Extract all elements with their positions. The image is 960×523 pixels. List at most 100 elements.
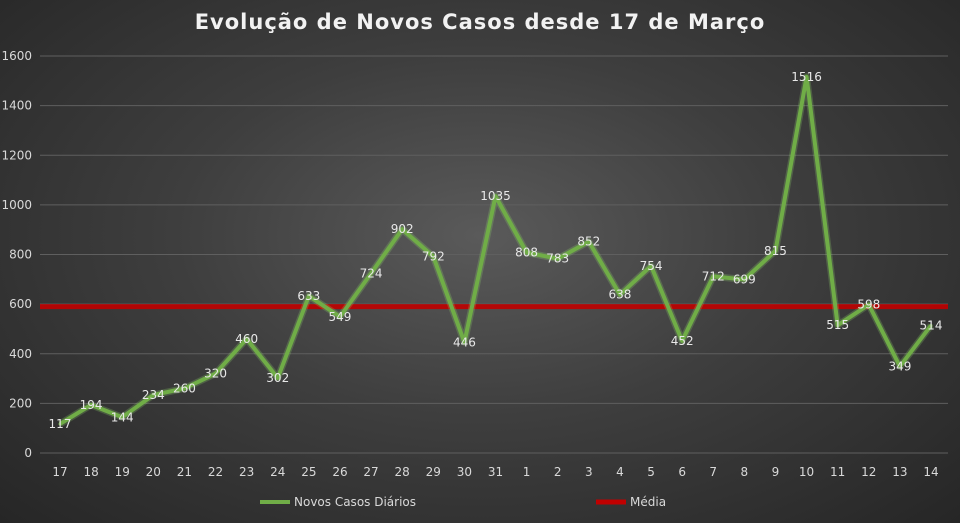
x-tick-label: 2: [554, 465, 562, 479]
x-tick-label: 6: [678, 465, 686, 479]
data-point: [276, 376, 280, 380]
x-tick-label: 19: [115, 465, 130, 479]
y-tick-label: 1200: [1, 148, 32, 162]
data-point: [525, 251, 529, 255]
series-line-glow: [58, 73, 934, 427]
x-tick-label: 17: [52, 465, 67, 479]
y-tick-label: 800: [9, 248, 32, 262]
data-label: 852: [577, 235, 600, 249]
x-tick-label: 31: [488, 465, 503, 479]
data-label: 808: [515, 246, 538, 260]
y-tick-label: 1400: [1, 99, 32, 113]
data-point: [214, 372, 218, 376]
y-tick-label: 600: [9, 297, 32, 311]
data-point: [120, 415, 124, 419]
data-point: [836, 323, 840, 327]
data-label: 194: [80, 398, 103, 412]
data-point: [151, 393, 155, 397]
data-point: [338, 315, 342, 319]
data-label: 783: [546, 252, 569, 266]
data-point: [369, 271, 373, 275]
data-label: 515: [826, 318, 849, 332]
x-tick-label: 22: [208, 465, 223, 479]
x-tick-label: 24: [270, 465, 285, 479]
data-label: 724: [360, 266, 383, 280]
x-tick-label: 25: [301, 465, 316, 479]
x-tick-label: 4: [616, 465, 624, 479]
data-point: [58, 422, 62, 426]
x-tick-label: 5: [647, 465, 655, 479]
x-tick-label: 26: [332, 465, 347, 479]
y-tick-label: 200: [9, 396, 32, 410]
data-point: [307, 294, 311, 298]
x-tick-label: 18: [83, 465, 98, 479]
x-tick-label: 23: [239, 465, 254, 479]
data-point: [618, 293, 622, 297]
data-point: [680, 339, 684, 343]
data-label: 452: [671, 334, 694, 348]
legend-label-mean: Média: [630, 495, 666, 509]
data-point: [182, 386, 186, 390]
y-tick-label: 1000: [1, 198, 32, 212]
x-tick-label: 14: [923, 465, 938, 479]
y-tick-label: 0: [24, 446, 32, 460]
x-tick-label: 13: [892, 465, 907, 479]
data-label: 514: [920, 318, 943, 332]
legend-label-series: Novos Casos Diários: [294, 495, 416, 509]
data-label: 633: [297, 289, 320, 303]
data-point: [556, 257, 560, 261]
x-tick-label: 8: [741, 465, 749, 479]
data-point: [400, 227, 404, 231]
data-label: 460: [235, 332, 258, 346]
x-tick-label: 9: [772, 465, 780, 479]
x-tick-label: 7: [709, 465, 717, 479]
data-label: 815: [764, 244, 787, 258]
x-tick-label: 10: [799, 465, 814, 479]
data-label: 1516: [791, 70, 822, 84]
chart-title: Evolução de Novos Casos desde 17 de Març…: [194, 10, 766, 34]
y-tick-label: 400: [9, 347, 32, 361]
data-label: 699: [733, 273, 756, 287]
data-point: [245, 337, 249, 341]
data-point: [929, 323, 933, 327]
data-point: [711, 274, 715, 278]
data-label: 446: [453, 335, 476, 349]
data-point: [587, 240, 591, 244]
data-label: 638: [608, 288, 631, 302]
x-tick-label: 12: [861, 465, 876, 479]
data-point: [805, 75, 809, 79]
data-label: 117: [49, 417, 72, 431]
data-label: 712: [702, 269, 725, 283]
data-label: 792: [422, 249, 445, 263]
x-tick-label: 20: [146, 465, 161, 479]
data-label: 320: [204, 367, 227, 381]
data-point: [649, 264, 653, 268]
data-label: 902: [391, 222, 414, 236]
x-tick-label: 21: [177, 465, 192, 479]
x-tick-label: 30: [457, 465, 472, 479]
data-point: [462, 340, 466, 344]
data-label: 754: [640, 259, 663, 273]
data-label: 598: [857, 298, 880, 312]
data-label: 349: [888, 359, 911, 373]
data-label: 302: [266, 371, 289, 385]
data-label: 1035: [480, 189, 511, 203]
data-point: [742, 278, 746, 282]
data-point: [773, 249, 777, 253]
data-label: 260: [173, 381, 196, 395]
data-point: [898, 364, 902, 368]
x-tick-label: 28: [395, 465, 410, 479]
data-point: [494, 194, 497, 198]
x-tick-label: 1: [523, 465, 531, 479]
data-label: 549: [329, 310, 352, 324]
data-label: 144: [111, 410, 134, 424]
x-tick-label: 27: [363, 465, 378, 479]
x-tick-label: 29: [426, 465, 441, 479]
data-point: [89, 403, 93, 407]
x-tick-label: 11: [830, 465, 845, 479]
data-point: [431, 254, 435, 258]
y-tick-label: 1600: [1, 49, 32, 63]
data-label: 234: [142, 388, 165, 402]
data-point: [867, 303, 871, 307]
